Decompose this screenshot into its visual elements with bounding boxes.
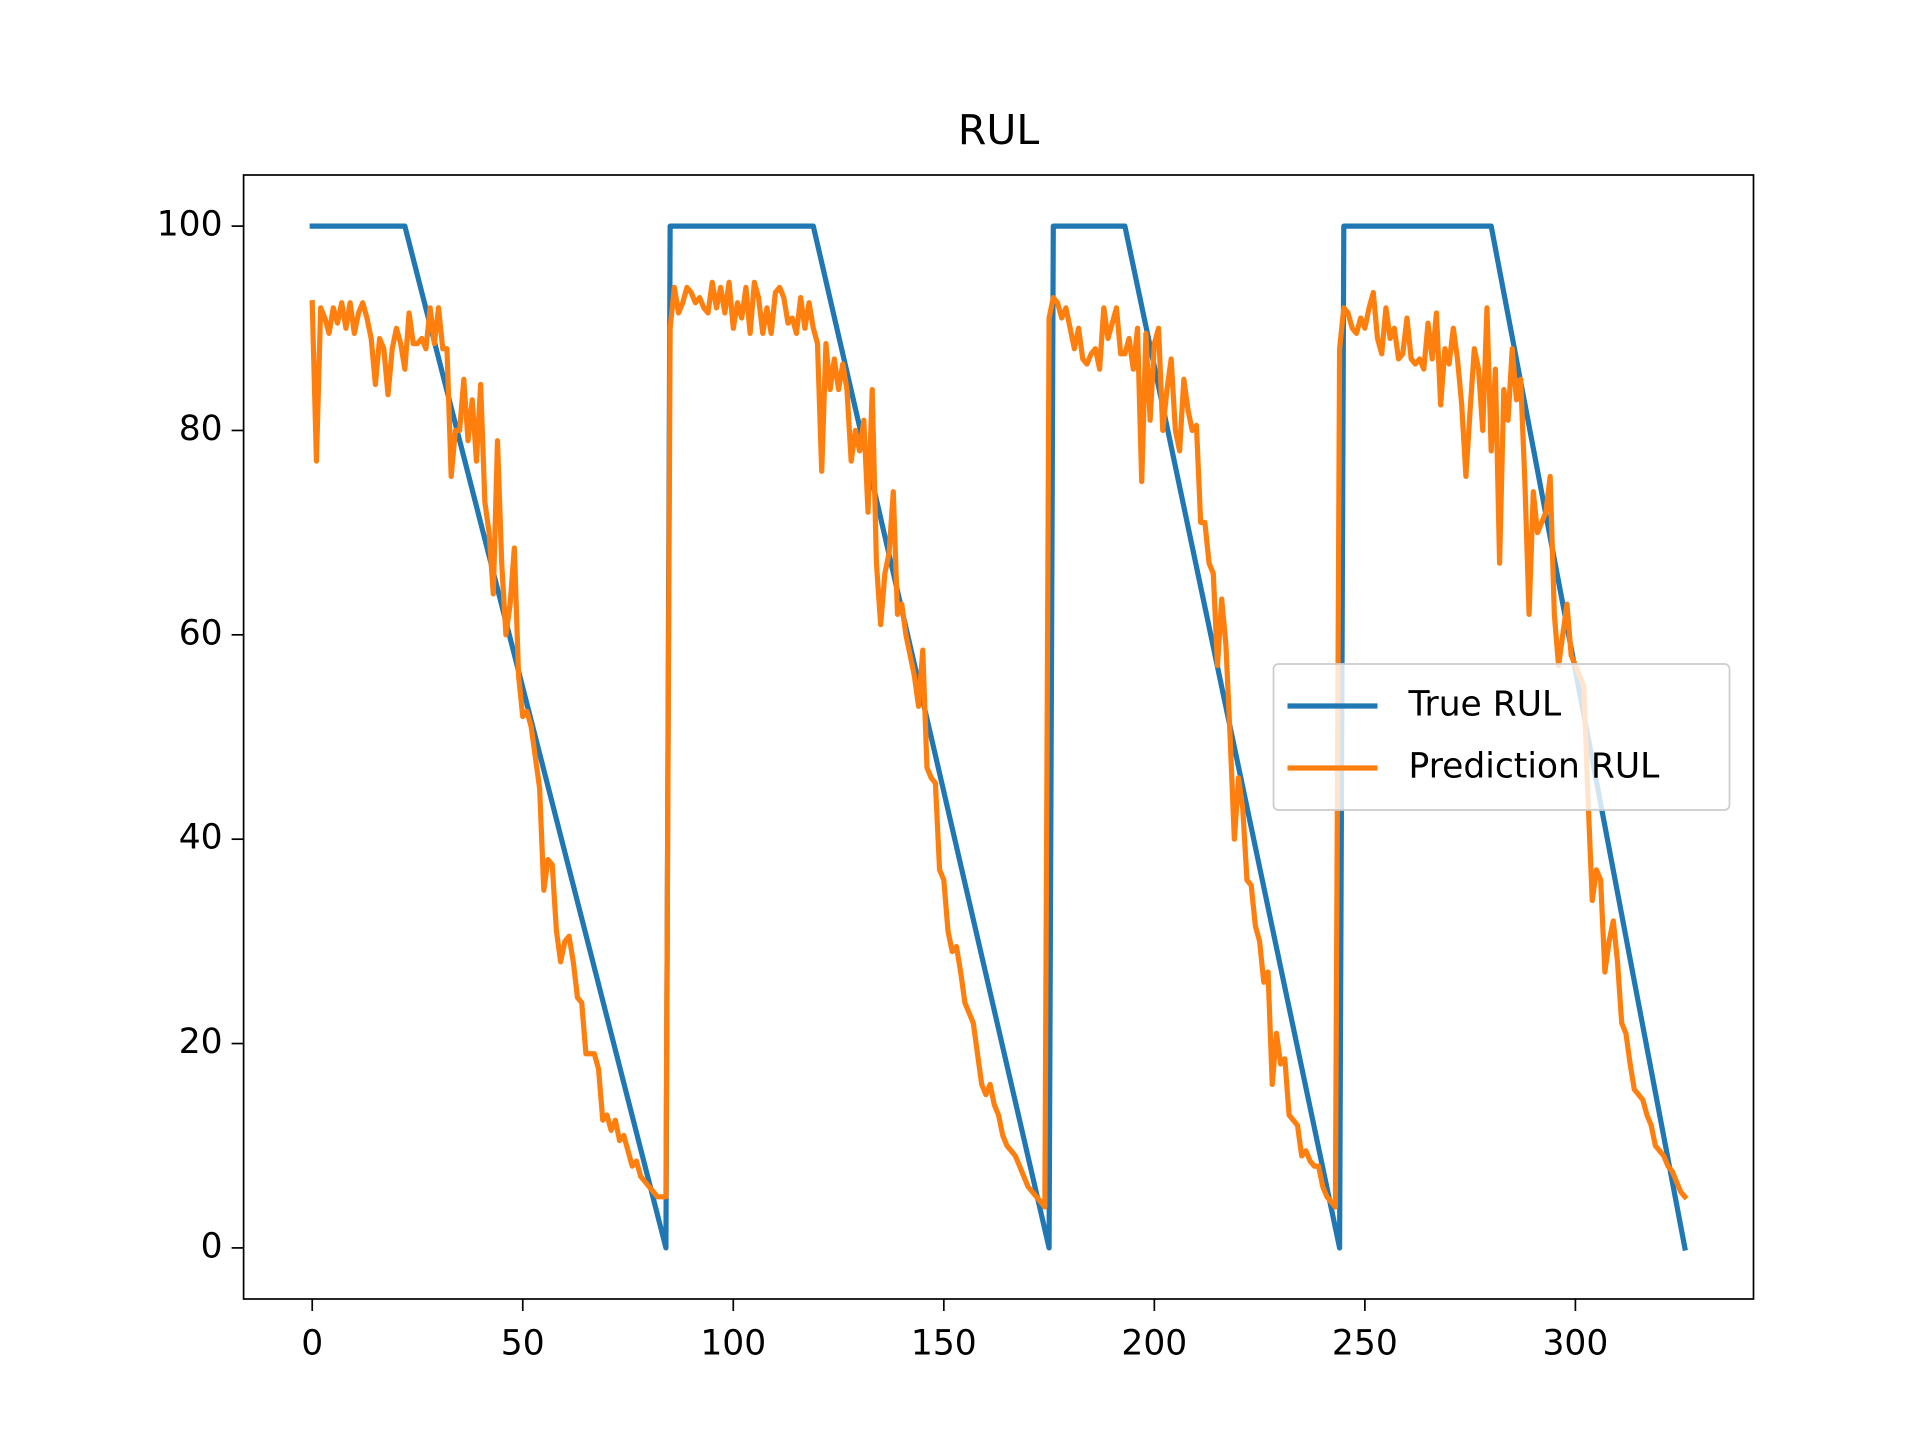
y-tick-label: 60 — [179, 613, 223, 653]
y-tick-label: 100 — [157, 205, 223, 245]
x-tick-label: 0 — [301, 1324, 323, 1364]
x-tick-label: 250 — [1332, 1324, 1398, 1364]
x-tick-label: 100 — [700, 1324, 766, 1364]
legend-box — [1272, 663, 1731, 811]
legend-label: Prediction RUL — [1409, 747, 1661, 787]
y-tick-label: 0 — [201, 1226, 223, 1266]
legend-label: True RUL — [1408, 685, 1562, 725]
y-tick-label: 80 — [179, 409, 223, 449]
x-tick-label: 200 — [1121, 1324, 1187, 1364]
x-tick-label: 300 — [1542, 1324, 1608, 1364]
x-tick-label: 50 — [501, 1324, 545, 1364]
x-tick-label: 150 — [911, 1324, 977, 1364]
data-line — [309, 279, 1689, 1210]
chart-title: RUL — [958, 106, 1039, 154]
y-tick-label: 20 — [179, 1022, 223, 1062]
plot-frame — [242, 174, 1755, 1300]
y-tick-label: 40 — [179, 818, 223, 858]
data-line — [309, 223, 1688, 1251]
